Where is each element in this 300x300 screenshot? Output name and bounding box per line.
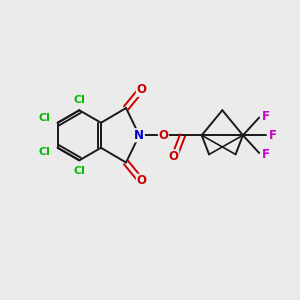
Text: F: F xyxy=(262,110,270,123)
Text: O: O xyxy=(136,174,146,187)
Text: Cl: Cl xyxy=(74,95,85,105)
Text: O: O xyxy=(136,83,146,96)
Text: Cl: Cl xyxy=(38,113,50,123)
Text: F: F xyxy=(262,148,270,161)
Text: F: F xyxy=(269,129,277,142)
Text: O: O xyxy=(169,150,179,163)
Text: Cl: Cl xyxy=(38,147,50,157)
Text: O: O xyxy=(158,129,168,142)
Text: N: N xyxy=(134,129,144,142)
Text: Cl: Cl xyxy=(74,166,85,176)
